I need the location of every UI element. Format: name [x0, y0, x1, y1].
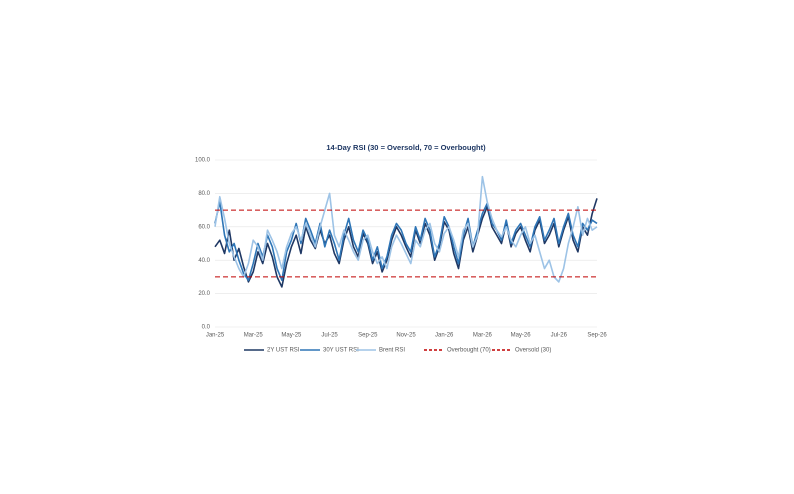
x-tick-label: Nov-25 [396, 333, 416, 339]
x-tick-label: May-25 [281, 333, 302, 339]
legend-label: Overbought (70) [447, 348, 491, 354]
x-tick-label: Jul-26 [551, 333, 568, 339]
y-tick-label: 60.0 [198, 224, 210, 230]
legend-label: 30Y UST RSI [323, 348, 359, 354]
x-tick-label: Sep-25 [358, 333, 378, 339]
x-tick-label: May-26 [511, 333, 532, 339]
legend-label: Brent RSI [379, 348, 405, 354]
x-tick-label: Jan-25 [206, 333, 225, 339]
x-tick-label: Mar-25 [244, 333, 264, 339]
series-line [214, 200, 598, 282]
x-tick-label: Jul-25 [321, 333, 338, 339]
y-tick-label: 0.0 [202, 325, 211, 331]
y-tick-label: 80.0 [198, 191, 210, 197]
chart-title: 14-Day RSI (30 = Oversold, 70 = Overboug… [326, 143, 486, 152]
y-tick-label: 20.0 [198, 291, 210, 297]
x-tick-label: Jan-26 [435, 333, 454, 339]
x-tick-label: Sep-26 [587, 333, 607, 339]
y-tick-label: 100.0 [195, 158, 211, 164]
legend-label: Oversold (30) [515, 348, 551, 354]
legend-label: 2Y UST RSI [267, 348, 300, 354]
x-tick-label: Mar-26 [473, 333, 493, 339]
series-line [214, 175, 598, 283]
y-tick-label: 40.0 [198, 258, 210, 264]
